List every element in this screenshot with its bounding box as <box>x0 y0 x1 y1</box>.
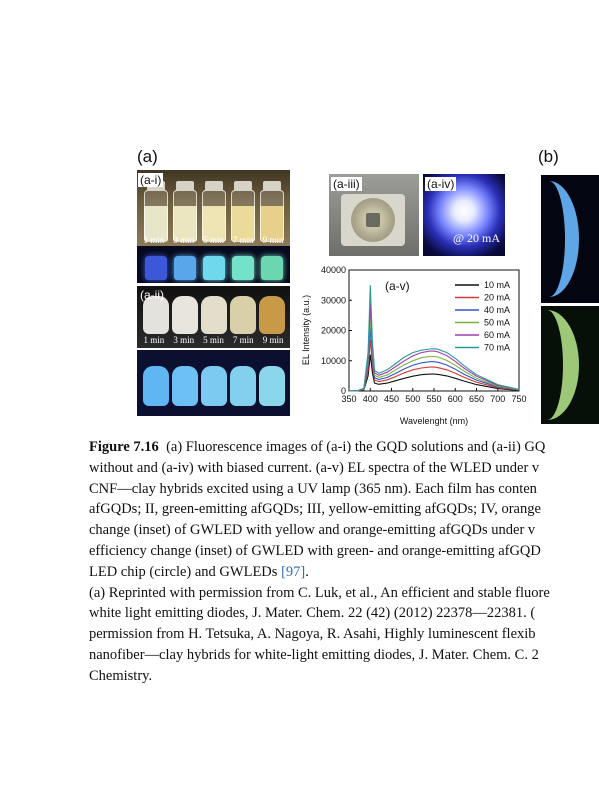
film-daylight-1 <box>142 296 169 334</box>
time-label: 3 min <box>173 335 195 345</box>
x-tick-label: 450 <box>384 394 399 404</box>
film-uv-5 <box>258 366 285 406</box>
film-b-top-photo <box>541 175 599 303</box>
vial-cap <box>175 181 194 191</box>
film-row-daylight <box>141 292 286 334</box>
sublabel-a-ii: (a-ii) <box>140 288 164 302</box>
time-label: 5 min <box>203 335 224 345</box>
x-tick-label: 550 <box>426 394 441 404</box>
x-tick-label: 750 <box>511 394 526 404</box>
el-spectra-chart: 0 10000 20000 30000 40000 350 400 450 500 550 600… <box>301 265 527 426</box>
series-line-10-ma <box>348 354 520 392</box>
x-tick-label: 350 <box>341 394 356 404</box>
time-label: 9 min <box>262 335 284 345</box>
current-label: @ 20 mA <box>453 231 501 245</box>
legend-label: 50 mA <box>484 318 510 328</box>
caption-line-6: efficiency change (inset) of GWLED with … <box>89 542 541 559</box>
legend-label: 20 mA <box>484 293 510 303</box>
caption-line-2: without and (a-iv) with biased current. … <box>89 459 540 476</box>
plot-frame <box>348 269 520 392</box>
x-tick-label: 650 <box>469 394 484 404</box>
vial-row-uv <box>141 250 286 280</box>
vial-uv-2 <box>173 256 196 280</box>
y-tick-label: 30000 <box>321 295 346 305</box>
vial-daylight-2 <box>172 181 197 242</box>
film-uv-2 <box>171 366 198 406</box>
sublabel-a-iv: (a-iv) <box>425 177 457 191</box>
x-axis-label: Wavelenght (nm) <box>400 416 468 426</box>
y-tick-label: 40000 <box>321 265 346 275</box>
x-tick-label: 500 <box>405 394 420 404</box>
caption-line-3: CNF—clay hybrids excited using a UV lamp… <box>89 480 537 497</box>
caption-line-7: LED chip (circle) and GWLEDs <box>89 563 282 580</box>
vial-cap <box>262 181 281 191</box>
vial-daylight-4 <box>230 181 255 242</box>
time-label: 5 min <box>203 235 224 245</box>
time-label: 9 min <box>262 235 284 245</box>
vials-uv-photo <box>137 246 290 283</box>
credit-line-2: white light emitting diodes, J. Mater. C… <box>89 605 536 622</box>
y-axis-label: EL Intensity (a.u.) <box>301 295 311 365</box>
led-die <box>366 213 380 227</box>
x-tick-label: 600 <box>448 394 463 404</box>
y-tick-label: 0 <box>341 386 346 396</box>
chart-title: (a-v) <box>385 279 410 293</box>
sublabel-a-i: (a-i) <box>138 173 164 187</box>
time-label: 7 min <box>232 335 254 345</box>
films-uv-photo <box>137 350 290 416</box>
x-tick-label: 700 <box>490 394 505 404</box>
figure-caption: Figure 7.16 (a) Fluorescence images of (… <box>89 437 599 687</box>
credit-line-4: nanofiber—clay hybrids for white-light e… <box>89 646 539 663</box>
film-uv-1 <box>142 366 169 406</box>
legend-label: 40 mA <box>484 305 510 315</box>
film-arc-green <box>541 310 579 420</box>
vial-uv-5 <box>260 256 283 280</box>
film-uv-4 <box>229 366 256 406</box>
film-row-uv <box>141 360 286 406</box>
vials-daylight-photo: 1 min 3 min 5 min 7 min 9 min <box>137 170 290 246</box>
films-daylight-photo: 1 min 3 min 5 min 7 min 9 min <box>137 286 290 348</box>
time-label: 3 min <box>173 235 195 245</box>
time-labels-i: 1 min 3 min 5 min 7 min 9 min <box>139 234 288 246</box>
panel-a-label: (a) <box>137 147 158 166</box>
film-daylight-2 <box>171 296 198 334</box>
vial-daylight-1 <box>143 181 168 242</box>
credit-line-1: (a) Reprinted with permission from C. Lu… <box>89 584 550 601</box>
vial-daylight-5 <box>259 181 284 242</box>
vial-daylight-3 <box>201 181 226 242</box>
vial-cap <box>233 181 252 191</box>
x-tick-label: 400 <box>363 394 378 404</box>
credit-line-3: permission from H. Tetsuka, A. Nagoya, R… <box>89 626 536 643</box>
time-labels-ii: 1 min 3 min 5 min 7 min 9 min <box>139 334 288 346</box>
caption-line-7-end: . <box>305 563 309 580</box>
reference-link[interactable]: [97] <box>281 563 306 580</box>
film-daylight-5 <box>258 296 285 334</box>
vial-uv-1 <box>144 256 167 280</box>
y-tick-label: 20000 <box>321 326 346 336</box>
time-label: 7 min <box>232 235 254 245</box>
film-daylight-4 <box>229 296 256 334</box>
credit-line-5: Chemistry. <box>89 667 153 684</box>
figure-number: Figure 7.16 <box>89 439 159 455</box>
series-line-70-ma <box>348 285 520 392</box>
film-b-bottom-photo <box>541 306 599 424</box>
vial-uv-3 <box>202 256 225 280</box>
panel-b-label: (b) <box>538 147 559 166</box>
legend-label: 70 mA <box>484 343 510 353</box>
time-label: 1 min <box>143 235 165 245</box>
film-arc-blue <box>541 181 579 297</box>
sublabel-a-iii: (a-iii) <box>331 177 362 191</box>
vial-row-daylight <box>141 181 286 242</box>
y-tick-label: 10000 <box>321 356 346 366</box>
caption-line-1: (a) Fluorescence images of (a-i) the GQD… <box>158 439 546 455</box>
film-uv-3 <box>200 366 227 406</box>
vial-uv-4 <box>231 256 254 280</box>
caption-line-5: change (inset) of GWLED with yellow and … <box>89 522 536 539</box>
film-daylight-3 <box>200 296 227 334</box>
vial-cap <box>204 181 223 191</box>
time-label: 1 min <box>143 335 165 345</box>
caption-line-4: afGQDs; II, green-emitting afGQDs; III, … <box>89 501 541 518</box>
legend-label: 10 mA <box>484 280 510 290</box>
legend-label: 60 mA <box>484 330 510 340</box>
